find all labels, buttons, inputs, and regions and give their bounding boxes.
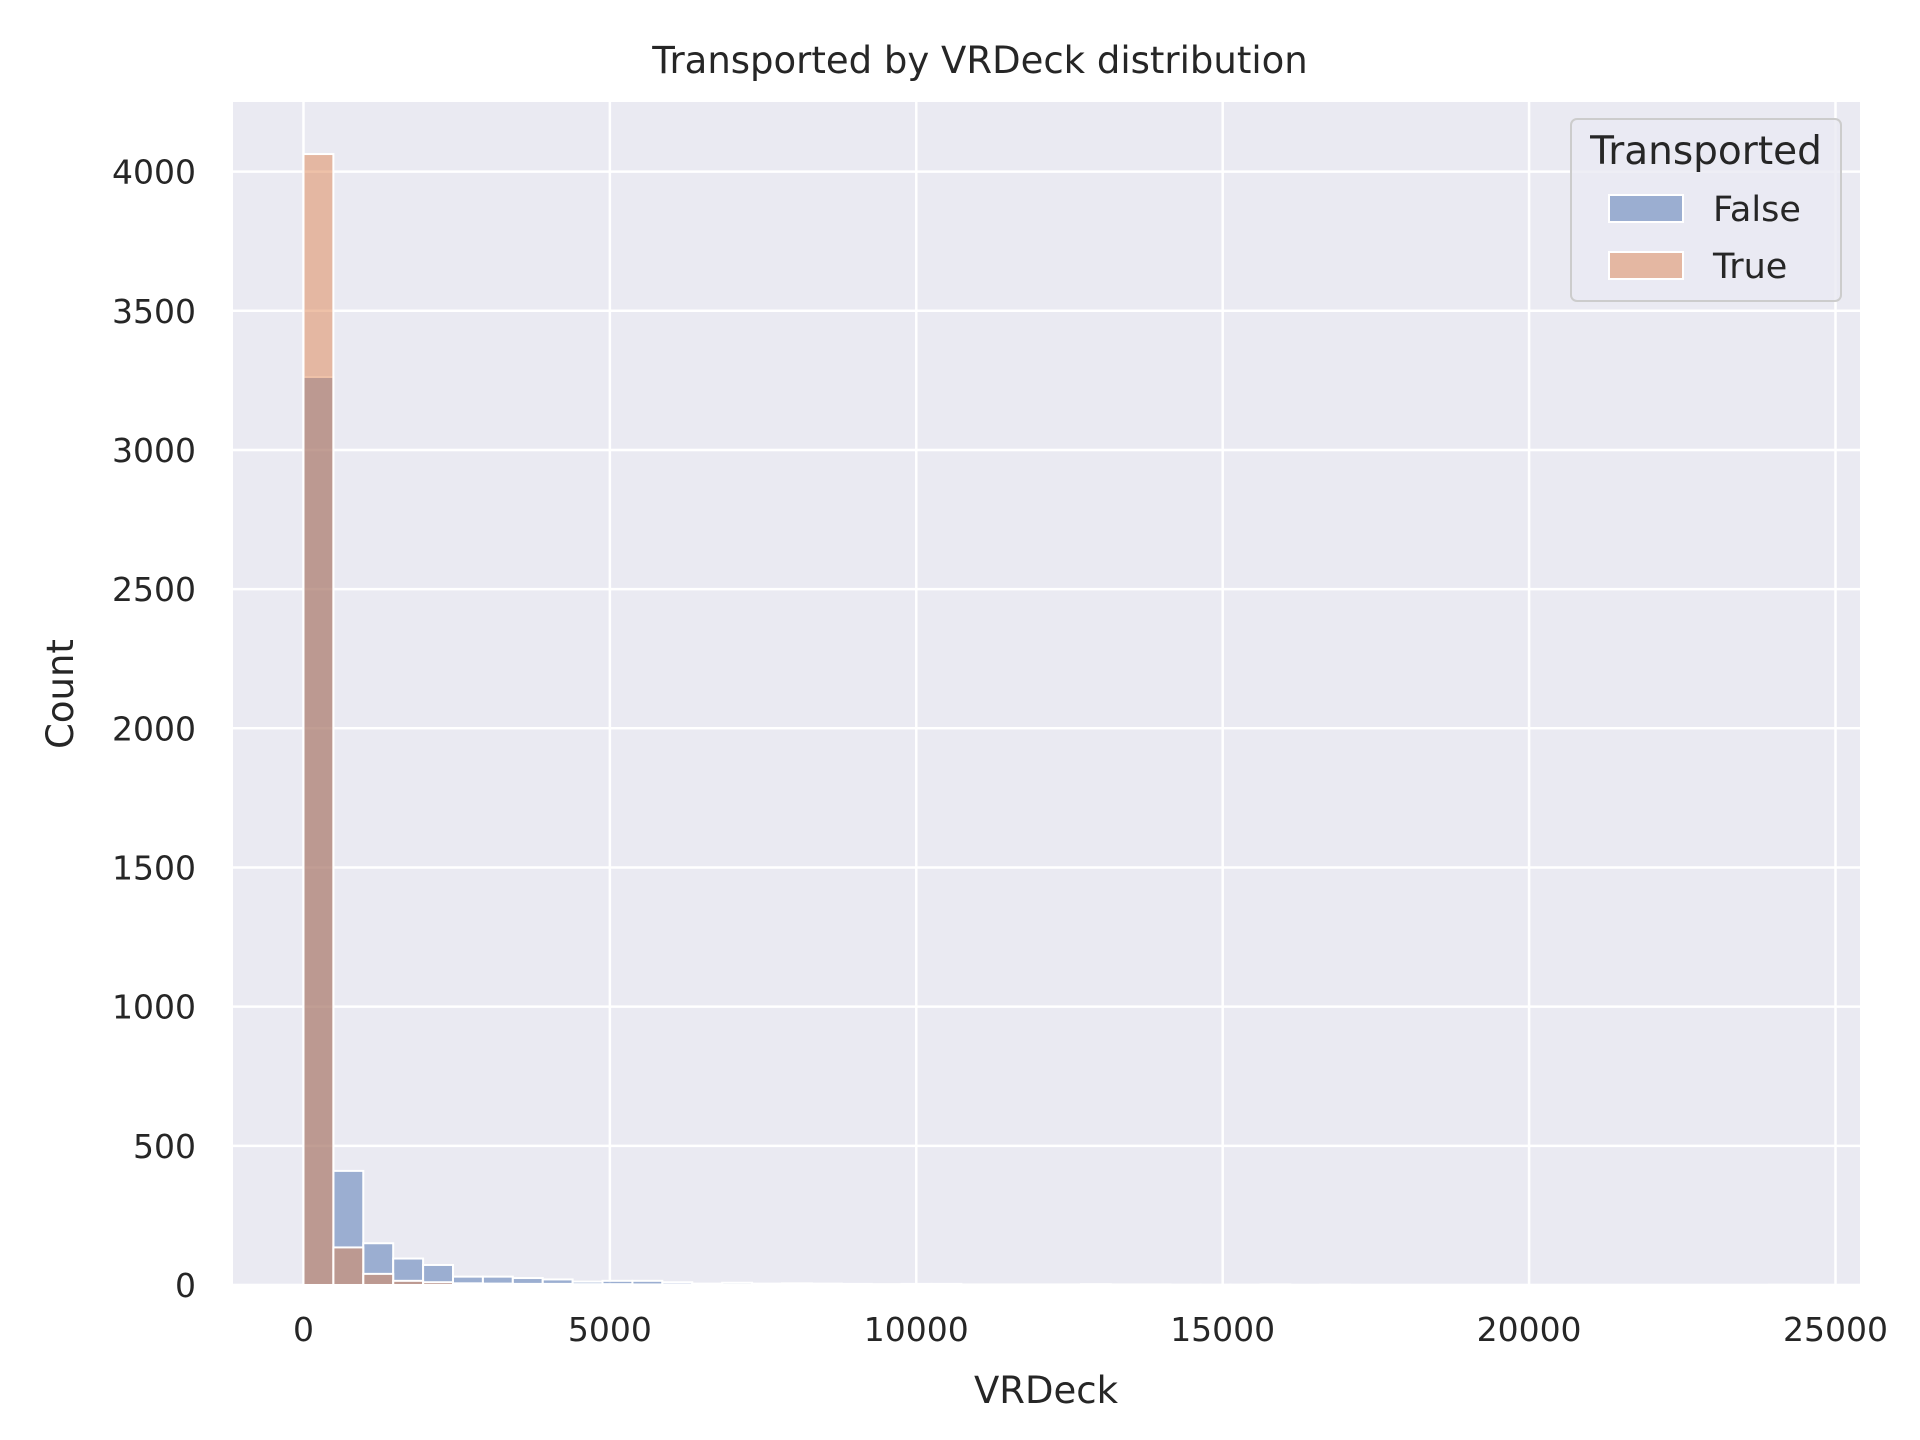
y-axis-label: Count	[39, 639, 82, 749]
bar-true-13	[691, 1283, 724, 1286]
legend-title: Transported	[1589, 129, 1822, 174]
bar-true-9	[571, 1283, 604, 1286]
bar-false-19	[870, 1283, 903, 1286]
series-true-bars	[302, 153, 1023, 1287]
bar-true-2	[362, 1272, 395, 1286]
y-tick-label-6: 3000	[112, 431, 196, 470]
y-axis-ticks: 0 500 1000 1500 2000 2500 3000 3500 4000	[112, 153, 196, 1305]
bar-false-22	[960, 1283, 993, 1286]
grid-lines	[233, 102, 1860, 1287]
y-tick-label-8: 4000	[112, 153, 196, 192]
y-tick-label-3: 1500	[112, 848, 196, 887]
y-tick-label-4: 2000	[112, 709, 196, 748]
bar-true-1	[332, 1246, 365, 1287]
x-tick-label-5: 25000	[1783, 1310, 1888, 1349]
bar-true-11	[631, 1283, 664, 1286]
y-tick-label-7: 3500	[112, 292, 196, 331]
chart-title: Transported by VRDeck distribution	[651, 39, 1307, 82]
bar-true-5	[451, 1282, 484, 1286]
legend-swatch-true	[1608, 251, 1684, 280]
x-axis-label: VRDeck	[974, 1369, 1119, 1412]
bar-false-27	[1109, 1283, 1142, 1286]
bar-true-7	[511, 1282, 544, 1287]
x-axis-ticks: 0 5000 10000 15000 20000 25000	[293, 1310, 1888, 1349]
legend-label-true: True	[1712, 247, 1787, 287]
legend-label-false: False	[1713, 190, 1801, 230]
x-tick-label-3: 15000	[1170, 1310, 1275, 1349]
y-tick-label-2: 1000	[112, 988, 196, 1027]
y-tick-label-0: 0	[175, 1266, 196, 1305]
x-tick-label-4: 20000	[1477, 1310, 1582, 1349]
y-tick-label-1: 500	[133, 1127, 196, 1166]
bar-false-24	[1020, 1283, 1053, 1286]
bar-true-8	[541, 1282, 574, 1287]
legend-swatch-false	[1608, 194, 1684, 223]
x-tick-label-0: 0	[293, 1310, 314, 1349]
x-tick-label-1: 5000	[568, 1310, 652, 1349]
bar-false-32	[1259, 1283, 1292, 1286]
bar-true-6	[481, 1282, 514, 1287]
bar-true-4	[422, 1281, 454, 1286]
bar-false-25	[1050, 1283, 1083, 1286]
bar-false-26	[1080, 1283, 1112, 1286]
bar-false-28	[1139, 1283, 1172, 1286]
legend: Transported False True	[1570, 118, 1842, 302]
y-tick-label-5: 2500	[112, 570, 196, 609]
bar-false-21	[930, 1282, 963, 1287]
x-tick-label-2: 10000	[864, 1310, 969, 1349]
bar-true-12	[661, 1283, 694, 1286]
bar-true-3	[392, 1279, 425, 1287]
bar-true-10	[601, 1283, 634, 1286]
bar-true-0	[302, 153, 335, 1286]
